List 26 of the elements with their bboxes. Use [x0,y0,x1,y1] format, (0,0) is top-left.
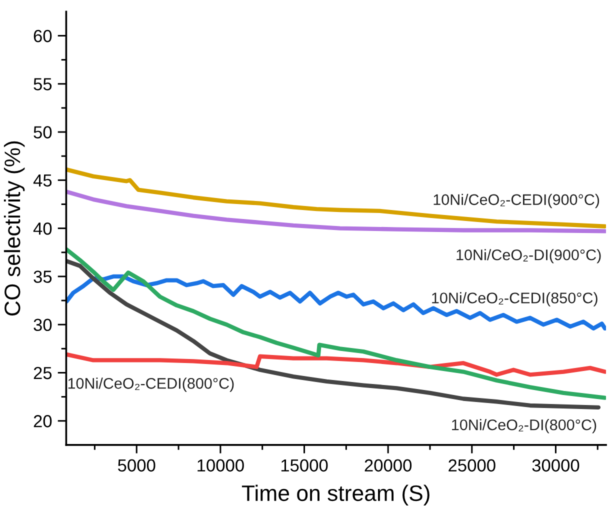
y-tick-label: 30 [34,318,52,332]
y-tick-label: 25 [34,366,52,380]
series-label: 10Ni/CeO₂-CEDI(800°C) [68,378,234,392]
y-tick-label: 55 [34,78,52,90]
series-label: 10Ni/CeO₂-CEDI(900°C) [434,194,600,208]
line-series [66,167,606,228]
line-series [66,190,606,234]
x-tick-label: 5000 [118,459,156,472]
x-axis-title: Time on stream (S) [242,484,430,506]
y-tick-label: 20 [34,415,52,428]
line-series [66,352,606,377]
y-tick-label: 40 [33,222,52,235]
series-label: 10Ni/CeO₂-DI(900°C) [456,249,601,264]
x-tick-label: 10000 [198,459,244,472]
x-tick-label: 30000 [532,459,580,472]
series-label: 10Ni/CeO₂-DI(800°C) [452,419,596,434]
y-axis-title: CO selectivity (%) [4,141,25,316]
x-tick-label: 25000 [448,459,496,472]
line-series [66,274,606,331]
y-tick-label: 45 [33,174,52,187]
y-tick-label: 35 [34,270,52,283]
y-tick-label: 60 [34,30,52,42]
x-tick-label: 15000 [281,459,328,472]
series-label: 10Ni/CeO₂-CEDI(850°C) [432,292,598,306]
x-tick-label: 20000 [364,459,412,472]
y-tick-label: 50 [34,126,52,138]
